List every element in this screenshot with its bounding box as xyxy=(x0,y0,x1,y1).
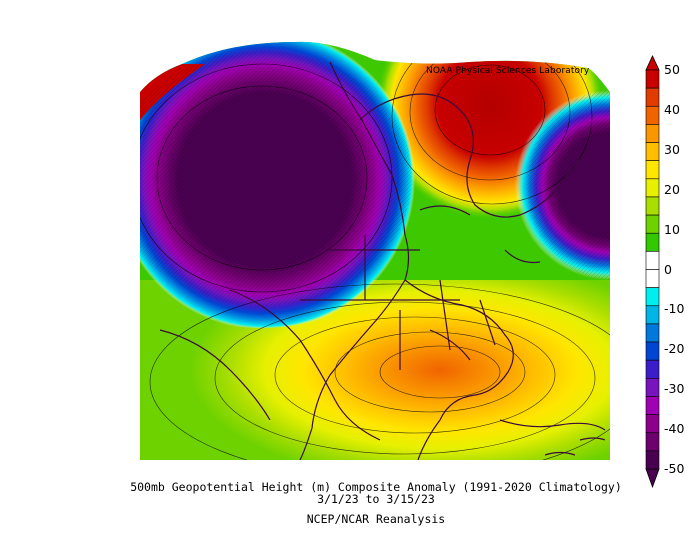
lab-label: NOAA Physical Sciences Laboratory xyxy=(426,66,590,76)
colorbar-tick-label: 20 xyxy=(664,181,680,197)
colorbar-swatch xyxy=(645,232,660,252)
colorbar-tick-label: 0 xyxy=(664,261,672,277)
colorbar-tick-label: -10 xyxy=(664,301,685,317)
colorbar-swatch xyxy=(645,287,660,307)
colorbar xyxy=(645,55,660,489)
colorbar-swatch xyxy=(645,214,660,234)
colorbar-swatch xyxy=(645,160,660,180)
colorbar-swatch xyxy=(645,178,660,198)
colorbar-top-arrow xyxy=(645,55,660,71)
colorbar-swatch xyxy=(645,305,660,325)
colorbar-swatch xyxy=(645,69,660,89)
caption-source: NCEP/NCAR Reanalysis xyxy=(306,512,446,526)
colorbar-tick-label: 50 xyxy=(664,62,680,77)
colorbar-swatch xyxy=(645,124,660,143)
colorbar-swatch xyxy=(645,450,660,470)
colorbar-swatch xyxy=(645,142,660,161)
colorbar-bottom-arrow xyxy=(645,468,660,489)
colorbar-tick-label: 30 xyxy=(664,141,680,157)
colorbar-tick-label: -30 xyxy=(664,381,685,397)
caption-dates: 3/1/23 to 3/15/23 xyxy=(317,492,435,506)
colorbar-swatch xyxy=(645,105,660,125)
colorbar-swatch xyxy=(645,341,660,361)
colorbar-swatch xyxy=(645,269,660,288)
colorbar-swatch xyxy=(645,196,660,216)
colorbar-tick-label: 40 xyxy=(664,101,680,117)
colorbar-swatch xyxy=(645,414,660,434)
colorbar-swatch xyxy=(645,323,660,343)
colorbar-tick-label: 10 xyxy=(664,221,680,237)
colorbar-swatch xyxy=(645,251,660,270)
caption-title: 500mb Geopotential Height (m) Composite … xyxy=(130,480,622,494)
colorbar-swatch xyxy=(645,87,660,107)
colorbar-tick-label: -20 xyxy=(664,341,685,357)
colorbar-swatch xyxy=(645,378,660,397)
colorbar-swatch xyxy=(645,432,660,452)
map-field xyxy=(140,41,610,461)
colorbar-tick-label: -40 xyxy=(664,421,685,437)
colorbar-tick-label: -50 xyxy=(664,461,685,476)
colorbar-swatch xyxy=(645,359,660,379)
colorbar-swatch xyxy=(645,396,660,415)
